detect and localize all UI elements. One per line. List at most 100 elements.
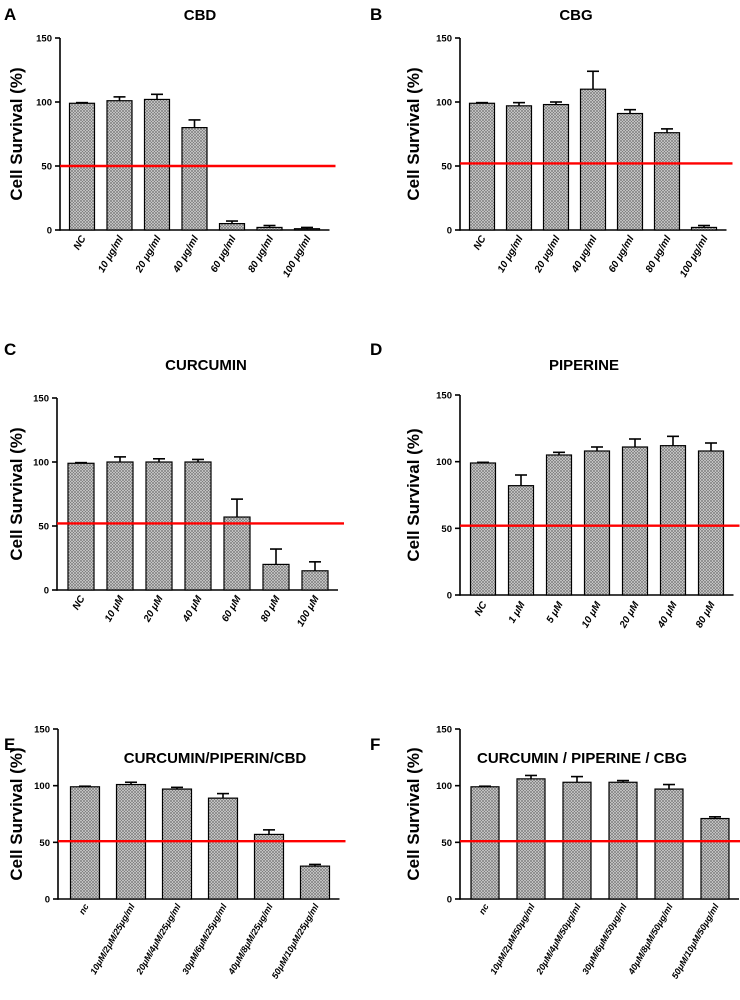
x-category-label: 20 μM	[617, 599, 641, 630]
bar-6	[697, 450, 725, 596]
x-category-label: 60 μM	[220, 593, 244, 624]
x-category-label: 10μM/2μM/50μg/ml	[488, 902, 537, 977]
y-axis-label: Cell Survival (%)	[7, 427, 26, 560]
x-category-label: 10 μM	[103, 593, 127, 624]
bar-4	[253, 833, 285, 900]
bar-0	[468, 102, 496, 231]
y-tick-label: 0	[47, 226, 52, 237]
y-axis-label: Cell Survival (%)	[7, 747, 26, 880]
x-category-label: 40 μM	[655, 599, 679, 630]
y-tick-label: 50	[441, 162, 452, 173]
bar-6	[293, 228, 321, 231]
x-category-label: 5 μM	[545, 599, 566, 625]
x-category-label: 50μM/10μM/50μg/ml	[670, 902, 721, 981]
chart-title: CURCUMIN	[165, 357, 247, 374]
x-category-label: 80 μM	[694, 599, 718, 630]
x-category-label: 60 μg/ml	[607, 234, 637, 275]
chart-panel-d: D PIPERINE Cell Survival (%) 0 50 100 150 NC 1 μ…	[370, 340, 740, 631]
x-category-label: 30μM/6μM/50μg/ml	[580, 902, 629, 977]
x-category-label: 10 μg/ml	[496, 234, 526, 275]
y-tick-label: 50	[39, 838, 50, 849]
x-category-label: nc	[477, 902, 491, 916]
y-tick-label: 0	[447, 226, 452, 237]
x-category-label: 100 μg/ml	[678, 234, 711, 280]
y-tick-label: 0	[447, 895, 452, 906]
y-axis-label: Cell Survival (%)	[404, 747, 423, 880]
chart-title: CURCUMIN / PIPERINE / CBG	[477, 750, 687, 767]
x-category-label: 100 μg/ml	[281, 234, 314, 280]
x-category-label: 20 μg/ml	[133, 234, 163, 276]
bar-3	[579, 88, 607, 231]
bar-0	[470, 786, 500, 900]
y-tick-label: 150	[33, 394, 49, 405]
y-tick-label: 150	[36, 34, 52, 45]
bar-3	[181, 126, 208, 231]
bar-0	[469, 462, 497, 596]
bar-2	[542, 103, 570, 231]
bar-3	[207, 797, 239, 900]
chart-panel-b: B CBG Cell Survival (%) 0 50 100 150 NC 10 μg/ml…	[370, 5, 733, 279]
y-tick-label: 150	[436, 34, 452, 45]
y-axis-label: Cell Survival (%)	[404, 428, 423, 561]
x-category-label: 10μM/2μM/25μg/ml	[88, 902, 137, 977]
bar-2	[143, 98, 171, 231]
x-category-label: 20μM/4μM/25μg/ml	[134, 902, 183, 977]
x-category-label: 100 μM	[295, 593, 322, 628]
x-category-label: NC	[72, 233, 89, 252]
y-tick-label: 100	[36, 98, 52, 109]
panel-letter: A	[4, 5, 16, 24]
y-tick-label: 100	[34, 781, 50, 792]
bar-5	[256, 226, 283, 231]
y-tick-label: 100	[33, 458, 49, 469]
bar-1	[505, 105, 533, 231]
bar-3	[184, 461, 212, 591]
x-category-label: 20 μM	[141, 593, 165, 624]
bar-0	[67, 462, 95, 591]
x-category-label: 10 μM	[580, 599, 604, 630]
panel-letter: D	[370, 340, 382, 359]
bar-6	[690, 226, 718, 231]
x-category-label: 40 μg/ml	[569, 234, 599, 276]
y-tick-label: 0	[44, 586, 49, 597]
x-category-label: 40 μM	[180, 593, 204, 624]
bar-1	[516, 778, 546, 900]
bar-0	[69, 786, 101, 900]
bar-5	[653, 132, 681, 231]
x-category-label: 20 μg/ml	[532, 234, 562, 276]
bar-1	[507, 485, 535, 596]
bar-5	[299, 865, 331, 900]
bar-2	[145, 461, 173, 591]
x-category-label: 40μM/8μM/25μg/ml	[226, 902, 275, 977]
x-category-label: 50μM/10μM/25μg/ml	[270, 902, 321, 981]
y-tick-label: 50	[41, 162, 52, 173]
bar-4	[621, 446, 649, 596]
panel-letter: F	[370, 735, 380, 754]
x-category-label: 30μM/6μM/25μg/ml	[180, 902, 229, 977]
x-category-label: NC	[71, 593, 88, 612]
y-tick-label: 100	[436, 98, 452, 109]
bar-4	[616, 112, 644, 231]
x-category-label: 80 μM	[259, 593, 283, 624]
bar-5	[262, 563, 290, 591]
bar-6	[301, 570, 329, 591]
bar-1	[106, 461, 134, 591]
y-tick-label: 50	[38, 522, 49, 533]
chart-title: CURCUMIN/PIPERIN/CBD	[124, 750, 307, 767]
chart-title: CBD	[184, 7, 217, 24]
y-tick-label: 0	[447, 591, 452, 602]
chart-panel-f: F CURCUMIN / PIPERINE / CBG Cell Survival …	[370, 725, 740, 981]
bar-5	[700, 817, 730, 900]
chart-title: PIPERINE	[549, 357, 619, 374]
chart-panel-e: E CURCUMIN/PIPERIN/CBD Cell Survival (%) 0 5…	[4, 725, 346, 981]
y-tick-label: 150	[34, 725, 50, 736]
y-tick-label: 100	[436, 781, 452, 792]
y-tick-label: 100	[436, 457, 452, 468]
x-category-label: nc	[77, 902, 91, 916]
x-category-label: 60 μg/ml	[209, 234, 239, 275]
bar-2	[161, 788, 193, 900]
y-tick-label: 150	[436, 725, 452, 736]
panel-letter: C	[4, 340, 16, 359]
x-category-label: 40μM/8μM/50μg/ml	[626, 902, 675, 977]
bar-4	[654, 788, 684, 900]
